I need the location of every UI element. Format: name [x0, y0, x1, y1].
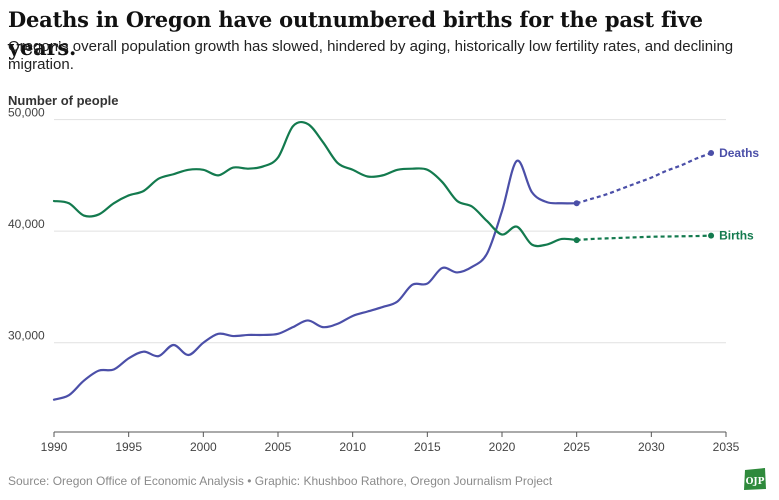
x-tick-label: 2025 — [563, 440, 590, 454]
ojp-logo: OJP — [740, 464, 770, 499]
deaths-projection-end-point — [708, 150, 715, 157]
gridlines — [54, 119, 726, 344]
ojp-logo-text: OJP — [746, 477, 765, 487]
deaths-series-line — [52, 159, 578, 401]
source-credit: Source: Oregon Office of Economic Analys… — [8, 474, 553, 488]
y-tick-label: 40,000 — [8, 217, 45, 231]
x-tick-label: 2030 — [638, 440, 665, 454]
deaths-projection-line — [576, 152, 712, 205]
x-tick-label: 2010 — [339, 440, 366, 454]
births-projection-end-point — [708, 232, 715, 239]
chart-subtitle: Oregon’s overall population growth has s… — [8, 38, 734, 73]
births-series-label: Births — [719, 229, 754, 243]
x-tick-label: 1990 — [41, 440, 68, 454]
x-tick-label: 1995 — [115, 440, 142, 454]
x-tick-label: 2015 — [414, 440, 441, 454]
deaths-projection-start-point — [573, 200, 580, 207]
x-tick-label: 2005 — [265, 440, 292, 454]
axes: 30,000 40,000 50,000 1990 1995 2000 2005 2010 20… — [8, 106, 740, 454]
chart-title: Deaths in Oregon have outnumbered births… — [8, 7, 703, 60]
births-series-line — [52, 120, 578, 248]
births-projection-start-point — [573, 237, 580, 244]
x-tick-label: 2020 — [489, 440, 516, 454]
x-tick-label: 2000 — [190, 440, 217, 454]
deaths-series-label: Deaths — [719, 146, 759, 160]
y-tick-label: 30,000 — [8, 329, 45, 343]
series — [52, 120, 715, 401]
births-projection-line — [576, 234, 712, 242]
y-tick-label: 50,000 — [8, 106, 45, 120]
series-labels: Deaths Births — [719, 146, 759, 243]
ojp-logo-icon: OJP — [744, 468, 766, 490]
y-axis-title: Number of people — [8, 93, 119, 108]
x-tick-label: 2035 — [713, 440, 740, 454]
